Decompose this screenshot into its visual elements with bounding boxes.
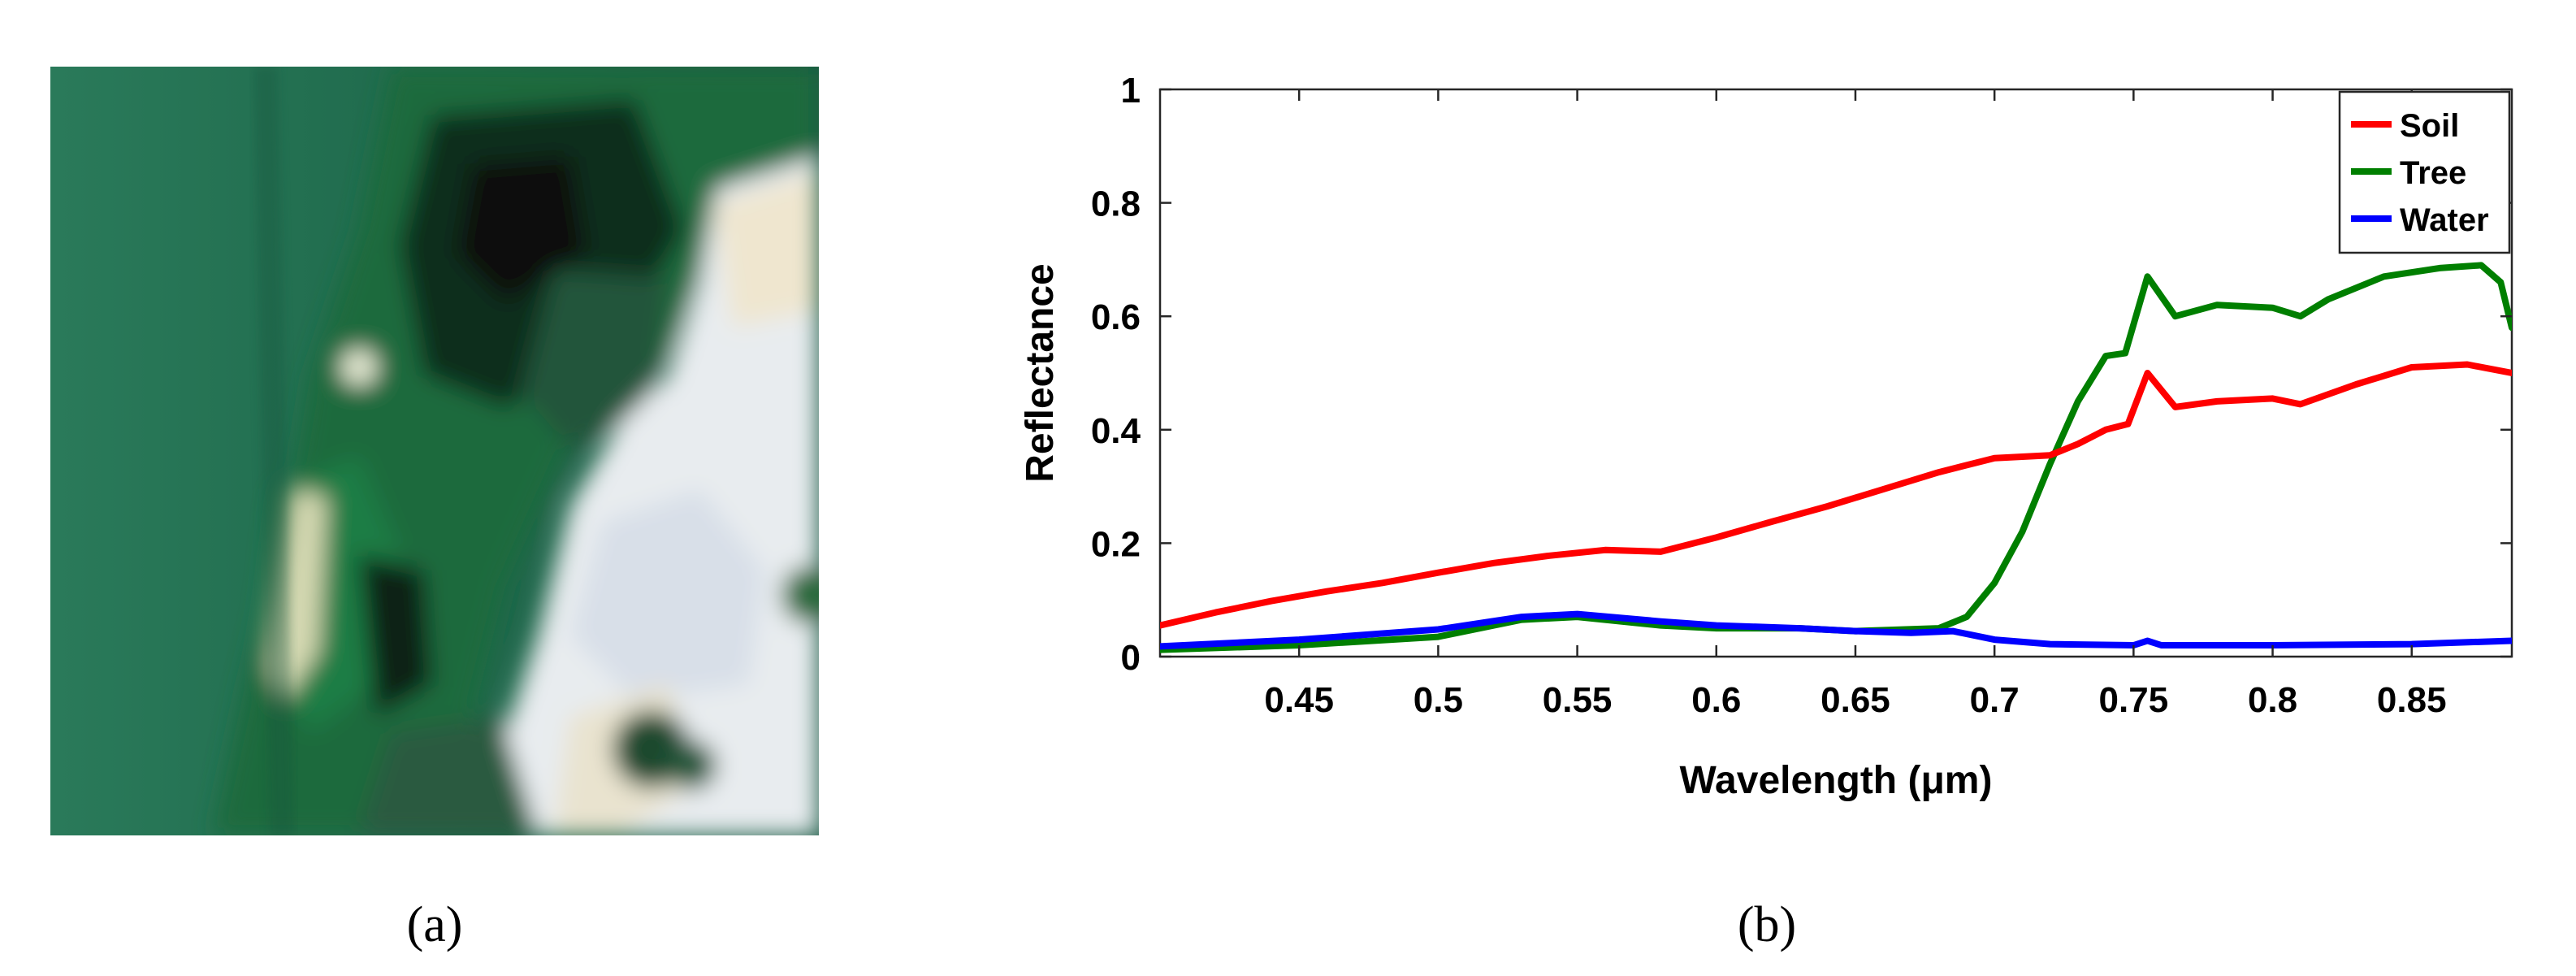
plot-frame-group	[1158, 88, 2513, 658]
y-tick-label: 0.6	[1091, 297, 1141, 337]
ticks-group: 0.45 0.5 0.55 0.6 0.65 0.7 0.75 0.8 0.85 0 0.2 0.4 0…	[1091, 71, 2512, 720]
x-tick-label: 0.55	[1543, 680, 1613, 720]
legend: Soil Tree Water	[2338, 90, 2511, 254]
y-tick-label: 0.4	[1091, 411, 1141, 451]
legend-label-water: Water	[2400, 202, 2489, 238]
series-group	[1160, 262, 2512, 653]
legend-label-tree: Tree	[2400, 155, 2466, 191]
y-tick-label: 0.8	[1091, 184, 1141, 224]
x-tick-label: 0.45	[1264, 680, 1334, 720]
series-line-tree	[1160, 262, 2512, 653]
y-tick-label: 1	[1121, 71, 1141, 111]
x-axis-label: Wavelength (μm)	[1680, 759, 1993, 802]
caption-b: (b)	[1737, 897, 1797, 952]
legend-label-soil: Soil	[2400, 108, 2459, 144]
y-axis-label: Reflectance	[1019, 263, 1062, 482]
x-tick-label: 0.85	[2377, 680, 2447, 720]
series-line-soil	[1160, 361, 2512, 629]
y-tick-label: 0.2	[1091, 524, 1141, 564]
x-tick-label: 0.8	[2248, 680, 2297, 720]
y-tick-label: 0	[1121, 638, 1141, 678]
caption-a: (a)	[406, 897, 463, 952]
series-line-water	[1160, 610, 2512, 650]
x-tick-label: 0.7	[1970, 680, 2020, 720]
x-tick-label: 0.65	[1821, 680, 1890, 720]
x-tick-label: 0.75	[2099, 680, 2169, 720]
satellite-image-graphic	[50, 67, 819, 835]
x-tick-label: 0.5	[1414, 680, 1463, 720]
plot-area	[1158, 88, 2513, 658]
x-tick-label: 0.6	[1691, 680, 1741, 720]
satellite-image	[50, 67, 819, 835]
